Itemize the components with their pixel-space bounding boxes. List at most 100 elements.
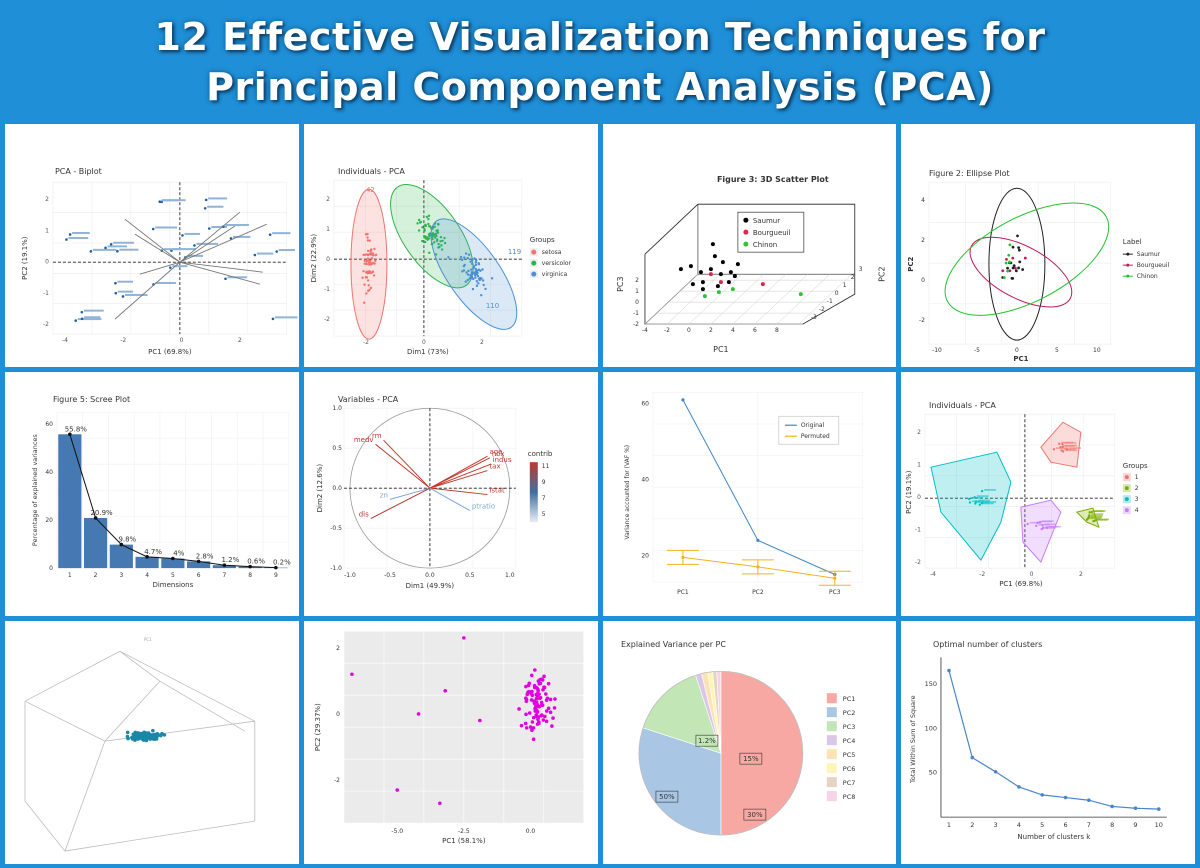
title-line-2: Principal Component Analysis (PCA) [206, 65, 994, 109]
variable-arrow [429, 488, 488, 496]
y-tick-label: 0 [49, 565, 53, 572]
data-point [700, 287, 705, 292]
y-tick-label: 0 [336, 711, 340, 718]
variable-arrow [389, 488, 430, 501]
y-tick-label: 50 [929, 768, 937, 776]
y-tick-label: 40 [45, 470, 53, 477]
cube-edge [64, 740, 106, 851]
panel-variables: Variables - PCA medv rm age nox indus tax lstat… [303, 372, 598, 616]
legend-key [826, 692, 837, 703]
x-tick-label: -5 [974, 347, 980, 354]
grid-line [798, 273, 852, 325]
data-point [421, 226, 424, 229]
point-label [1091, 510, 1104, 513]
group-hull [1040, 421, 1082, 469]
data-point [533, 704, 538, 709]
point-label [1056, 447, 1069, 450]
data-point [527, 681, 531, 685]
data-point [1011, 277, 1015, 280]
point-label [163, 248, 181, 251]
point-label [984, 501, 997, 504]
data-point [968, 498, 971, 501]
point-label [1091, 513, 1104, 516]
point-label [1042, 520, 1055, 523]
trend-point [93, 516, 98, 521]
x-axis-label: PC1 (69.8%) [999, 580, 1043, 588]
data-point [133, 737, 138, 741]
legend-box [778, 416, 839, 445]
data-point [443, 236, 446, 240]
variable-label: indus [492, 457, 511, 465]
y-tick-label: 0.5 [332, 446, 342, 453]
individuals-hull-chart: Individuals - PCA -4 -2 0 2 2 1 0 -1 -2 PC1 (69.8%… [905, 402, 1148, 589]
x-tick-label: 9 [274, 572, 278, 579]
x-tick-label: 2 [94, 572, 98, 579]
data-point [271, 317, 275, 321]
y-axis-label: Total Within Sum of Square [909, 695, 917, 784]
data-point [519, 723, 524, 728]
legend-label: setosa [542, 249, 562, 256]
legend-key [826, 790, 837, 801]
bar-value-label: 4.7% [144, 548, 162, 556]
cube-edge [119, 650, 161, 682]
x-tick-label: 0 [422, 339, 426, 346]
x-tick-label: 0 [1015, 347, 1019, 354]
data-point [523, 721, 528, 725]
data-point [436, 229, 439, 232]
data-point [542, 674, 546, 678]
x-tick-label: 3 [994, 821, 998, 829]
variable-label: nox [492, 450, 505, 458]
point-label [77, 318, 102, 321]
data-point [1008, 243, 1012, 247]
chart-title: Variables - PCA [338, 396, 399, 405]
y-tick-label: 40 [641, 477, 649, 484]
data-point [1042, 527, 1045, 530]
elbow-point [947, 668, 952, 673]
point-label [68, 237, 89, 240]
variable-label: tax [489, 463, 500, 471]
data-point [443, 241, 447, 245]
data-point [162, 732, 167, 737]
data-point [373, 247, 376, 251]
legend-marker [1126, 263, 1130, 267]
trend-point [145, 555, 149, 559]
legend-label: 4 [1135, 507, 1139, 514]
y-axis-label: Percentage of explained variances [31, 434, 39, 546]
data-point [1024, 256, 1027, 260]
point-label [1091, 515, 1104, 517]
z-tick-label: 2 [850, 274, 854, 281]
x-axis-label: PC1 (58.1%) [442, 837, 486, 845]
trend-point [248, 565, 252, 569]
x-tick-label: 5 [1040, 821, 1044, 829]
scatter-3d-chart: Figure 3: 3D Scatter Plot Saumur Bourgueui… [615, 175, 886, 354]
point-label [1064, 442, 1077, 445]
loading-arrow [179, 261, 260, 285]
x-tick-label: 2 [480, 339, 484, 346]
loading-arrow [179, 225, 236, 263]
loading-arrow [179, 223, 267, 263]
panel-ellipse: Figure 2: Ellipse Plot -10 -5 0 5 10 4 2 0 -2 PC1 P… [901, 124, 1195, 368]
header: 12 Effective Visualization Techniques fo… [0, 0, 1200, 124]
data-point [68, 233, 72, 236]
z-tick-label: 3 [858, 266, 862, 273]
point-label [107, 245, 128, 248]
bar [83, 518, 108, 569]
z-axis-label: PC2 [877, 266, 886, 281]
data-point [549, 723, 554, 728]
data-point [152, 736, 156, 740]
bar-value-label: 4% [173, 550, 184, 558]
x-tick-label: -4 [641, 327, 647, 334]
legend-marker [1126, 252, 1130, 256]
x-axis-label: Dim1 (73%) [407, 348, 449, 356]
data-point [1035, 524, 1038, 528]
data-point [365, 259, 369, 263]
data-point [125, 734, 130, 738]
y-tick-label: 1 [917, 462, 921, 469]
point-label [1065, 449, 1078, 452]
data-point [467, 253, 471, 256]
data-point [364, 292, 368, 295]
y-tick-label: -2 [43, 321, 49, 328]
x-tick-label: -0.5 [384, 572, 396, 579]
group-hull [1020, 499, 1062, 564]
data-point [362, 253, 365, 257]
